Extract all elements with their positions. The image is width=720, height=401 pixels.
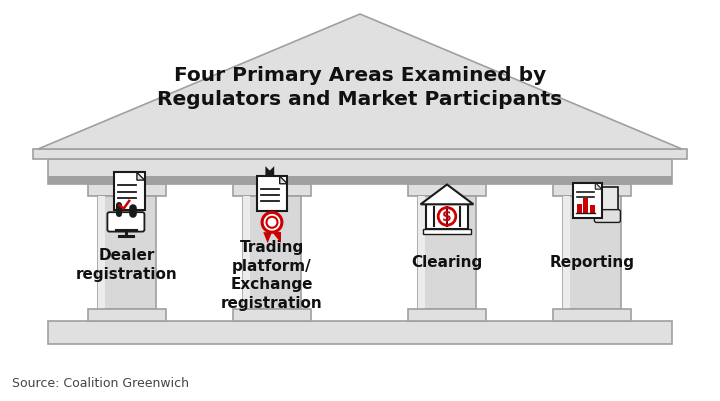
FancyBboxPatch shape [107, 213, 145, 232]
FancyBboxPatch shape [563, 196, 570, 309]
Bar [423, 229, 471, 235]
Text: $: $ [442, 210, 451, 224]
Polygon shape [264, 233, 272, 243]
FancyBboxPatch shape [418, 196, 476, 309]
Text: Regulators and Market Participants: Regulators and Market Participants [158, 90, 562, 109]
FancyBboxPatch shape [48, 321, 672, 344]
FancyBboxPatch shape [563, 196, 621, 309]
Circle shape [262, 213, 282, 233]
Bar [577, 204, 582, 213]
Bar [590, 205, 595, 213]
FancyBboxPatch shape [243, 196, 301, 309]
FancyBboxPatch shape [243, 196, 250, 309]
FancyBboxPatch shape [48, 176, 672, 184]
FancyBboxPatch shape [553, 309, 631, 321]
Text: Four Primary Areas Examined by: Four Primary Areas Examined by [174, 66, 546, 85]
FancyBboxPatch shape [408, 184, 486, 196]
Text: Source: Coalition Greenwich: Source: Coalition Greenwich [12, 376, 189, 389]
FancyBboxPatch shape [595, 210, 621, 223]
Text: Dealer
registration: Dealer registration [76, 247, 178, 281]
FancyBboxPatch shape [553, 184, 631, 196]
FancyBboxPatch shape [33, 150, 687, 160]
FancyBboxPatch shape [98, 196, 156, 309]
Polygon shape [420, 185, 474, 205]
Bar [256, 176, 287, 212]
FancyBboxPatch shape [48, 160, 672, 184]
FancyBboxPatch shape [98, 196, 105, 309]
Polygon shape [266, 167, 274, 176]
Polygon shape [279, 176, 287, 184]
Text: Reporting: Reporting [549, 254, 634, 269]
FancyBboxPatch shape [418, 196, 425, 309]
Text: Clearing: Clearing [411, 254, 482, 269]
Bar [596, 188, 618, 219]
FancyBboxPatch shape [233, 309, 311, 321]
Polygon shape [272, 233, 281, 243]
Bar [573, 183, 602, 218]
Polygon shape [38, 15, 682, 150]
Polygon shape [595, 183, 602, 190]
FancyBboxPatch shape [233, 184, 311, 196]
FancyBboxPatch shape [408, 309, 486, 321]
Bar [426, 205, 468, 229]
Polygon shape [137, 173, 145, 180]
Text: Trading
platform/
Exchange
registration: Trading platform/ Exchange registration [221, 239, 323, 310]
Bar [583, 199, 588, 213]
FancyBboxPatch shape [88, 309, 166, 321]
FancyBboxPatch shape [88, 184, 166, 196]
Bar [114, 173, 145, 210]
